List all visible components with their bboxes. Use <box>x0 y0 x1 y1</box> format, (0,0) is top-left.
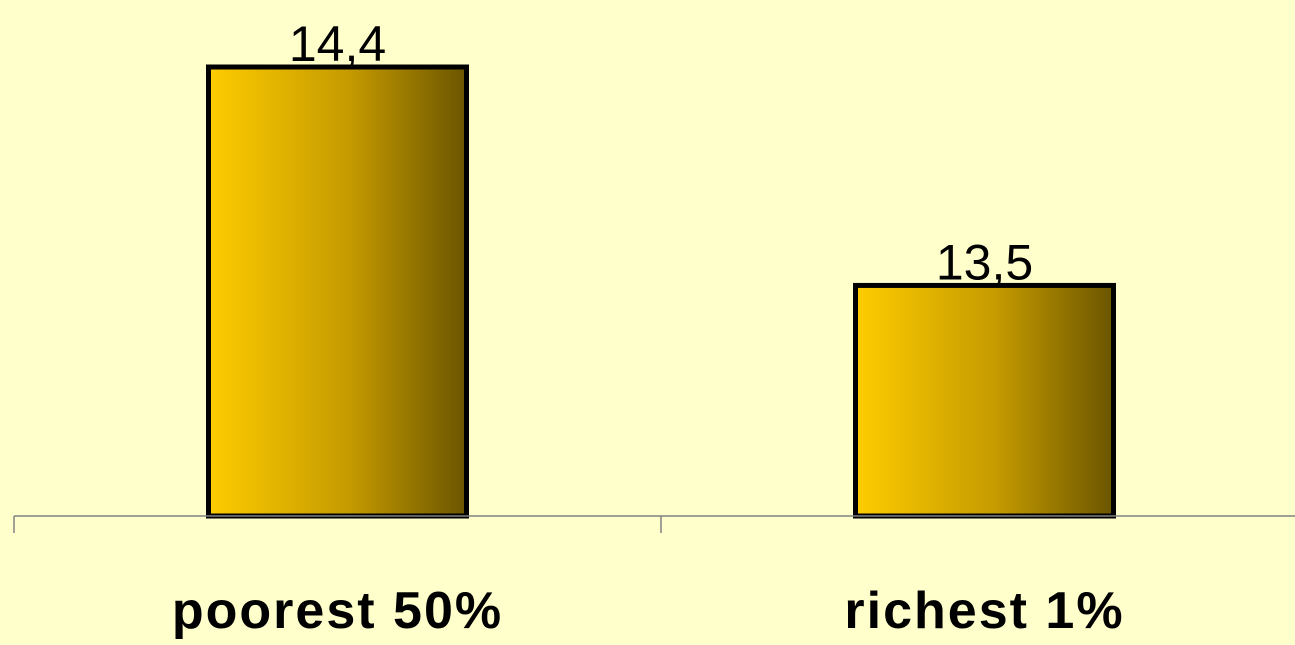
data-label-poorest-50: 14,4 <box>289 16 386 72</box>
bars-layer <box>206 64 1116 519</box>
x-axis <box>13 515 1295 533</box>
category-label-richest-1: richest 1% <box>844 582 1124 640</box>
category-label-poorest-50: poorest 50% <box>172 582 503 640</box>
bar-richest-1 <box>853 282 1116 519</box>
data-label-richest-1: 13,5 <box>936 234 1033 290</box>
bar-poorest-50 <box>206 64 469 519</box>
labels-layer: 14,4 poorest 50% 13,5 richest 1% <box>172 16 1124 640</box>
